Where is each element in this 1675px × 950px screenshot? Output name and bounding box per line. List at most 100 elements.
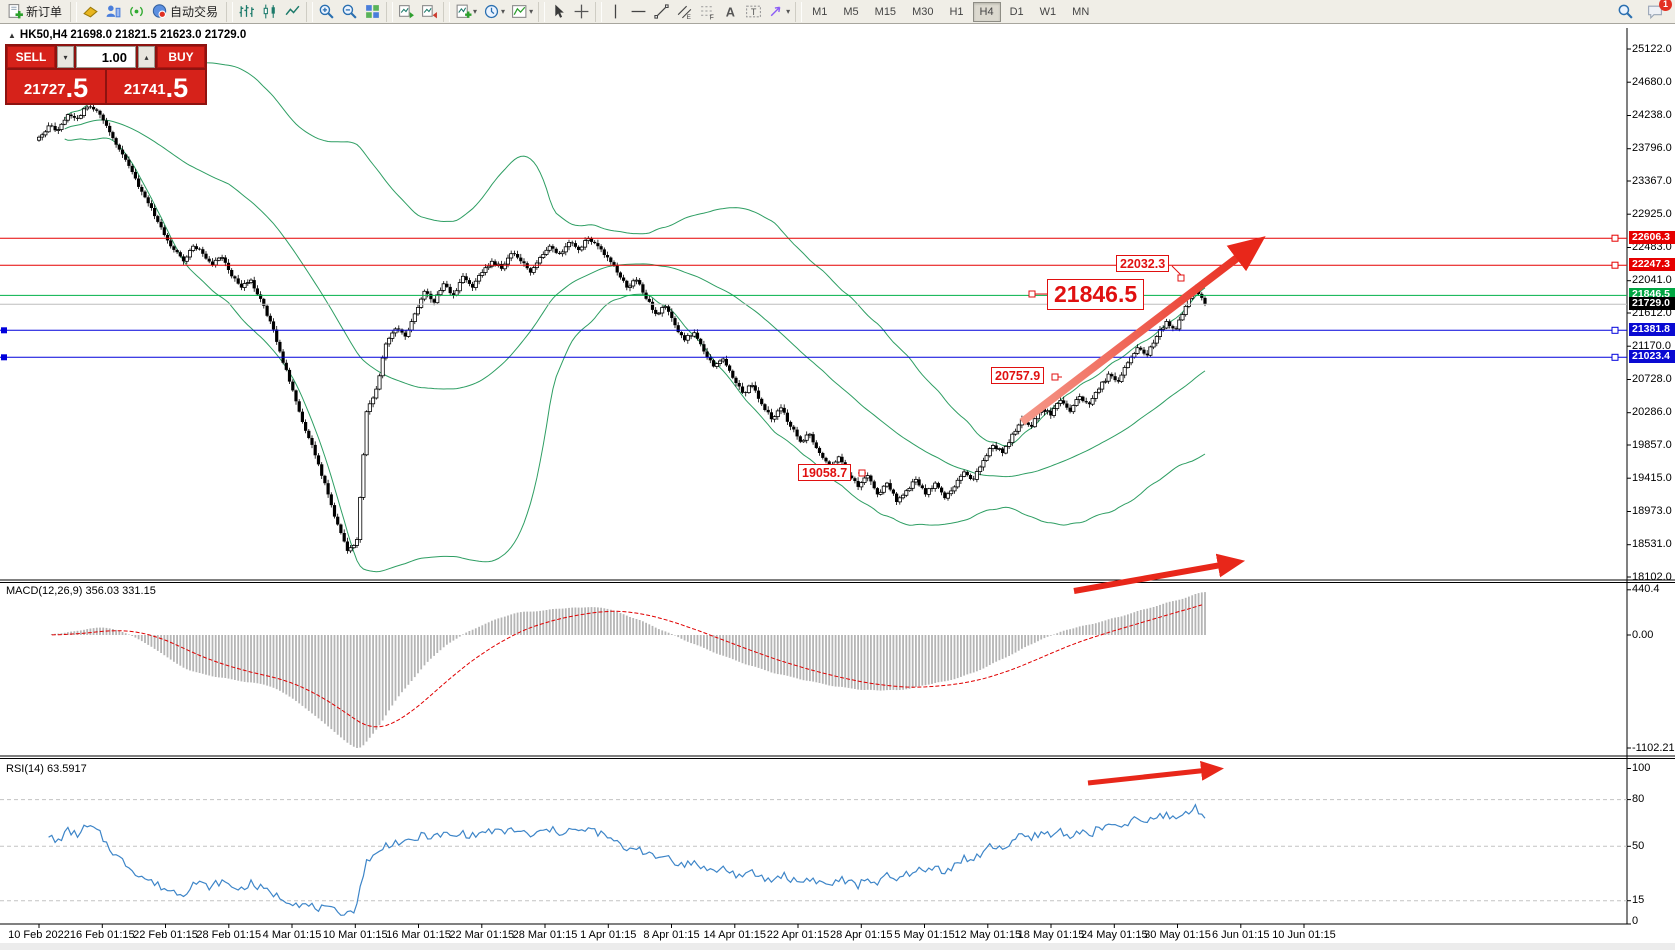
periods-button[interactable]: ▾ bbox=[480, 1, 508, 23]
price-annotation-20757.9: 20757.9 bbox=[991, 367, 1045, 384]
equidistant-channel-tool-icon: E bbox=[676, 3, 693, 20]
buy-price[interactable]: 21741.5 bbox=[107, 70, 205, 103]
autotrading-toggle[interactable]: 自动交易 bbox=[148, 1, 224, 23]
date-tick-label: 10 Feb 2022 bbox=[8, 929, 70, 941]
price-annotation-21846.5: 21846.5 bbox=[1047, 279, 1145, 310]
autoscroll-button-icon bbox=[398, 3, 415, 20]
notifications-icon[interactable]: 1 bbox=[1643, 0, 1672, 23]
trend-arrow bbox=[1087, 760, 1224, 786]
timeframe-h1[interactable]: H1 bbox=[949, 5, 964, 18]
new-chart-button[interactable]: ▾ bbox=[452, 1, 480, 23]
sell-price[interactable]: 21727.5 bbox=[7, 70, 105, 103]
symbol-ohlc-text: HK50,H4 21698.0 21821.5 21623.0 21729.0 bbox=[19, 29, 247, 41]
date-tick-label: 4 Mar 01:15 bbox=[262, 929, 322, 941]
date-tick-label: 22 Apr 01:15 bbox=[766, 929, 830, 941]
vertical-line-tool-icon bbox=[607, 3, 624, 20]
periods-button-dropdown-icon[interactable]: ▾ bbox=[501, 7, 506, 16]
timeframe-m5[interactable]: M5 bbox=[843, 5, 859, 18]
zoom-out-button[interactable] bbox=[338, 1, 361, 23]
new-chart-button-dropdown-icon[interactable]: ▾ bbox=[473, 7, 478, 16]
bar-chart-button[interactable] bbox=[235, 1, 258, 23]
fibonacci-tool[interactable]: F bbox=[696, 1, 719, 23]
arrow-objects-tool-dropdown-icon[interactable]: ▾ bbox=[786, 7, 791, 16]
date-tick-label: 12 May 01:15 bbox=[954, 929, 1022, 941]
cursor-tool-icon bbox=[550, 3, 567, 20]
quotes-button[interactable] bbox=[79, 1, 102, 23]
svg-text:T: T bbox=[751, 7, 757, 17]
price-tick-label: 24238.0 bbox=[1632, 108, 1672, 121]
templates-button[interactable]: ▾ bbox=[508, 1, 536, 23]
equidistant-channel-tool[interactable]: E bbox=[673, 1, 696, 23]
market-feed-button[interactable] bbox=[102, 1, 125, 23]
chart-shift-button[interactable] bbox=[418, 1, 441, 23]
signals-button[interactable] bbox=[125, 1, 148, 23]
toolbar-separator bbox=[70, 1, 78, 22]
price-annotation-19058.7: 19058.7 bbox=[798, 464, 852, 481]
svg-text:A: A bbox=[726, 4, 735, 19]
one-click-trading-panel: SELL ▾ 1.00 ▴ BUY 21727.5 21741.5 bbox=[5, 44, 207, 105]
price-badge-21023.4: 21023.4 bbox=[1629, 350, 1675, 364]
line-chart-button[interactable] bbox=[281, 1, 304, 23]
date-tick-label: 28 Apr 01:15 bbox=[830, 929, 893, 941]
candlestick-chart-button-icon bbox=[261, 3, 278, 20]
price-badge-21381.8: 21381.8 bbox=[1629, 323, 1675, 337]
fibonacci-tool-icon: F bbox=[699, 3, 716, 20]
volume-increase-button[interactable]: ▴ bbox=[138, 46, 155, 68]
timeframe-mn[interactable]: MN bbox=[1072, 5, 1090, 18]
price-badge-22606.3: 22606.3 bbox=[1629, 231, 1675, 245]
new-order-button[interactable]: 新订单 bbox=[4, 1, 68, 23]
collapse-triangle-icon[interactable]: ▲ bbox=[8, 31, 16, 40]
sell-price-frac: .5 bbox=[65, 73, 89, 103]
candlestick-chart-button[interactable] bbox=[258, 1, 281, 23]
timeframe-m15[interactable]: M15 bbox=[874, 5, 897, 18]
text-tool[interactable]: A bbox=[719, 1, 742, 23]
horizontal-line-tool[interactable] bbox=[627, 1, 650, 23]
volume-input[interactable]: 1.00 bbox=[76, 46, 136, 68]
cursor-tool[interactable] bbox=[547, 1, 570, 23]
price-pane bbox=[37, 61, 1207, 573]
date-tick-label: 16 Feb 01:15 bbox=[69, 929, 135, 941]
trendline-tool[interactable] bbox=[650, 1, 673, 23]
volume-decrease-button[interactable]: ▾ bbox=[57, 46, 74, 68]
crosshair-tool[interactable] bbox=[570, 1, 593, 23]
svg-text:E: E bbox=[687, 14, 691, 20]
search-icon[interactable] bbox=[1614, 1, 1637, 23]
rsi-tick-label: 50 bbox=[1632, 839, 1645, 852]
rsi-tick-label: 80 bbox=[1632, 793, 1645, 806]
line-chart-button-icon bbox=[284, 3, 301, 20]
date-tick-label: 22 Feb 01:15 bbox=[133, 929, 198, 941]
timeframe-d1[interactable]: D1 bbox=[1009, 5, 1024, 18]
price-tick-label: 21170.0 bbox=[1632, 339, 1671, 352]
macd-tick-label: -1102.21 bbox=[1632, 741, 1675, 754]
toolbar-separator bbox=[538, 1, 546, 22]
date-tick-label: 18 May 01:15 bbox=[1017, 929, 1085, 941]
chart-title: ▲ HK50,H4 21698.0 21821.5 21623.0 21729.0 bbox=[8, 29, 246, 41]
zoom-in-button[interactable] bbox=[315, 1, 338, 23]
buy-price-main: 21741 bbox=[123, 81, 166, 98]
timeframe-m1[interactable]: M1 bbox=[812, 5, 828, 18]
date-tick-label: 5 May 01:15 bbox=[894, 929, 955, 941]
svg-text:F: F bbox=[710, 14, 714, 20]
toolbar-buttons: 新订单 自动交易 ▾ ▾ ▾ E F A T ▾ bbox=[4, 1, 804, 23]
notification-badge: 1 bbox=[1659, 0, 1672, 11]
timeframe-m30[interactable]: M30 bbox=[912, 5, 934, 18]
date-tick-label: 22 Mar 01:15 bbox=[449, 929, 515, 941]
price-tick-label: 18973.0 bbox=[1632, 504, 1672, 517]
autoscroll-button[interactable] bbox=[395, 1, 418, 23]
text-label-tool[interactable]: T bbox=[742, 1, 765, 23]
vertical-line-tool[interactable] bbox=[604, 1, 627, 23]
tile-windows-button[interactable] bbox=[361, 1, 384, 23]
macd-tick-label: 440.4 bbox=[1632, 583, 1660, 596]
price-tick-label: 24680.0 bbox=[1632, 75, 1672, 88]
date-tick-label: 10 Mar 01:15 bbox=[322, 929, 388, 941]
price-tick-label: 20728.0 bbox=[1632, 372, 1672, 385]
toolbar-separator bbox=[595, 1, 603, 22]
sell-button[interactable]: SELL bbox=[7, 46, 55, 68]
arrow-objects-tool[interactable]: ▾ bbox=[765, 1, 793, 23]
buy-button[interactable]: BUY bbox=[157, 46, 205, 68]
timeframe-w1[interactable]: W1 bbox=[1039, 5, 1057, 18]
price-tick-label: 22041.0 bbox=[1632, 274, 1672, 287]
templates-button-dropdown-icon[interactable]: ▾ bbox=[529, 7, 534, 16]
timeframe-h4[interactable]: H4 bbox=[972, 1, 1001, 22]
timeframe-toolbar: M1 M5 M15 M30 H1 H4 D1 W1 MN bbox=[804, 1, 1097, 22]
